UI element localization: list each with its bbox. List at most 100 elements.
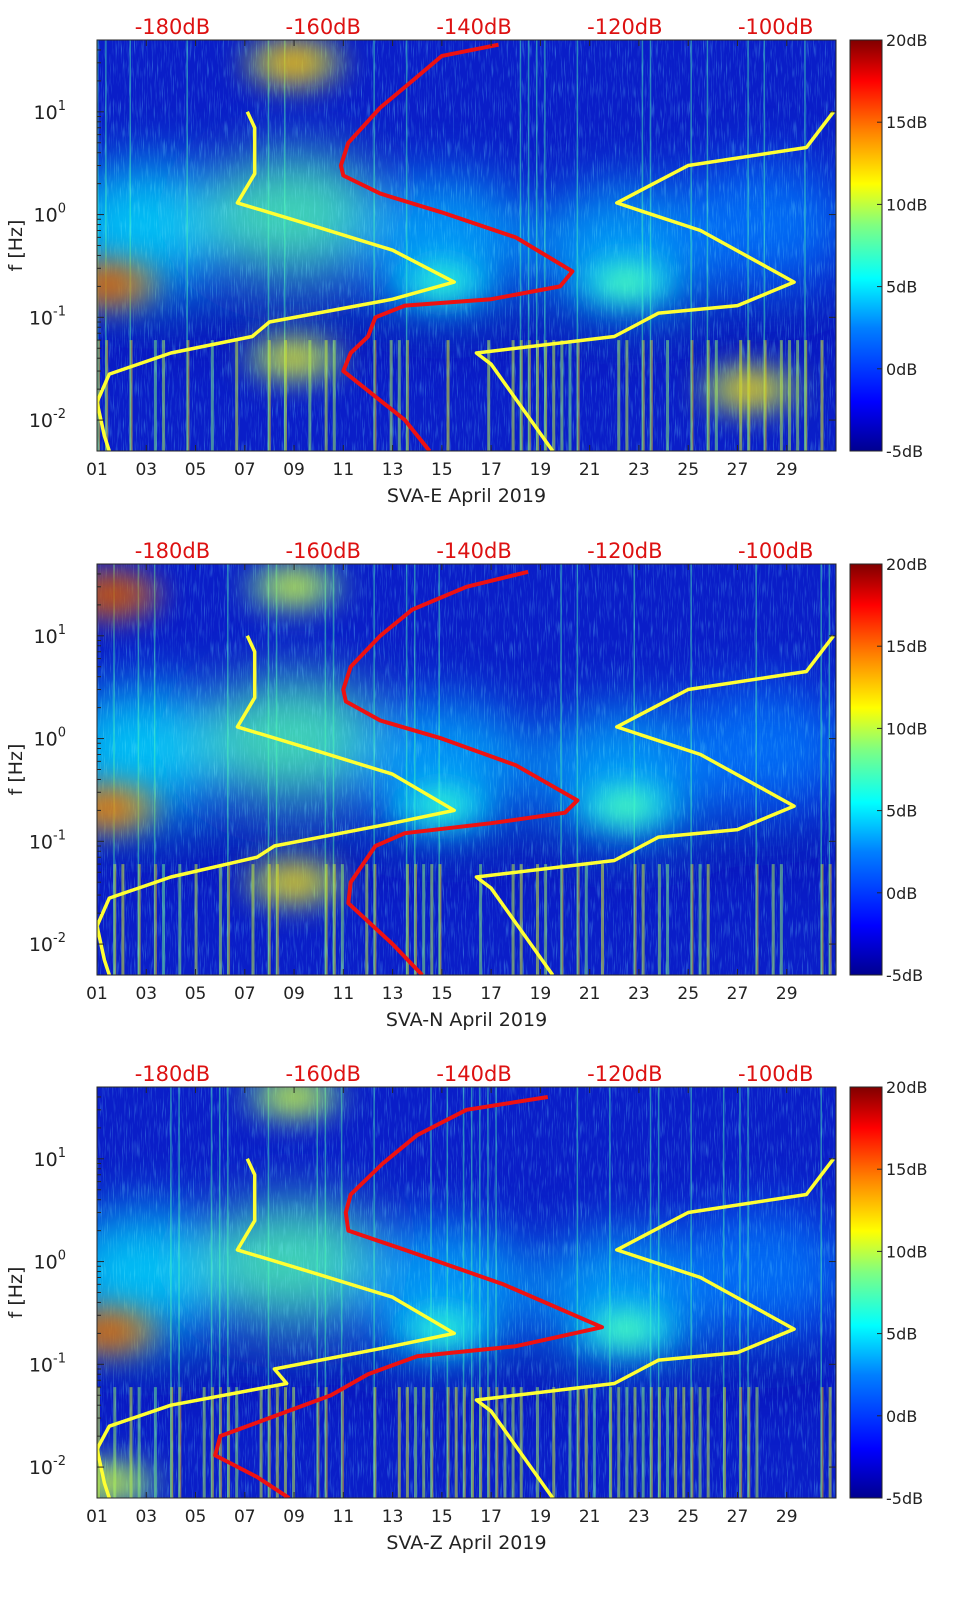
x-tick-label: 09 — [283, 1507, 305, 1527]
colorbar-gradient — [849, 1086, 883, 1499]
y-tick-label: 10-2 — [29, 1454, 66, 1479]
colorbar-tick-label: 10dB — [886, 719, 928, 738]
heatmap-hotspot-halo — [576, 780, 677, 833]
colorbar-tick-label: 0dB — [886, 1407, 917, 1426]
y-axis-label: f [Hz] — [5, 220, 27, 272]
y-tick-label: 101 — [34, 1146, 66, 1171]
x-tick-label: 05 — [185, 1507, 207, 1527]
x-tick-label: 01 — [86, 1507, 108, 1527]
y-tick-exponent: -2 — [53, 931, 66, 946]
x-tick-label: 07 — [234, 984, 256, 1004]
x-tick-label: 25 — [677, 1507, 699, 1527]
x-axis-label: SVA-N April 2019 — [386, 1009, 547, 1031]
top-axis-label: -160dB — [286, 1062, 361, 1086]
y-tick-exponent: -2 — [53, 1454, 66, 1469]
x-tick-label: 17 — [480, 984, 502, 1004]
heatmap-hotspot-halo — [391, 1303, 492, 1356]
y-tick-label: 10-1 — [29, 828, 66, 853]
x-tick-label: 27 — [727, 1507, 749, 1527]
y-tick-label: 100 — [34, 1249, 66, 1274]
top-axis-label: -180dB — [135, 1062, 210, 1086]
plot-area — [97, 40, 836, 451]
heatmap-hotspot-halo — [97, 258, 160, 311]
colorbar-tick-label: 10dB — [886, 195, 928, 214]
top-axis-label: -100dB — [738, 539, 813, 563]
y-tick-label: 101 — [34, 99, 66, 124]
x-tick-label: 07 — [234, 460, 256, 480]
heatmap-hotspot-halo — [97, 1456, 160, 1498]
y-tick-exponent: 0 — [58, 1249, 66, 1264]
x-tick-label: 05 — [185, 460, 207, 480]
x-tick-label: 05 — [185, 984, 207, 1004]
noise-model-curve-2 — [474, 1157, 835, 1498]
y-tick-exponent: -1 — [53, 304, 66, 319]
x-tick-label: 11 — [333, 1507, 355, 1527]
x-tick-label: 13 — [382, 460, 404, 480]
heatmap-hotspot-halo — [576, 256, 677, 309]
x-tick-label: 03 — [135, 984, 157, 1004]
x-axis-label: SVA-E April 2019 — [387, 485, 546, 507]
heatmap-hotspot-halo — [97, 782, 160, 835]
y-tick-exponent: -1 — [53, 828, 66, 843]
colorbar-tick-label: -5dB — [886, 966, 923, 985]
y-tick-base: 10 — [34, 205, 58, 227]
plot-area — [97, 564, 836, 975]
x-tick-label: 21 — [579, 460, 601, 480]
y-tick-exponent: -2 — [53, 407, 66, 422]
top-axis-label: -120dB — [587, 539, 662, 563]
heatmap-speckle — [97, 1087, 836, 1498]
x-tick-label: 11 — [333, 984, 355, 1004]
top-axis-label: -140dB — [436, 539, 511, 563]
colorbar-tick-label: 20dB — [886, 555, 928, 574]
colorbar-tick-label: -5dB — [886, 1489, 923, 1508]
x-tick-label: 03 — [135, 460, 157, 480]
y-tick-label: 10-1 — [29, 1351, 66, 1376]
heatmap-hotspot-halo — [244, 564, 345, 613]
colorbar: 20dB 15dB 10dB 5dB 0dB -5dB — [849, 31, 928, 461]
heatmap-hotspot-halo — [244, 1087, 345, 1123]
y-tick-base: 10 — [34, 102, 58, 124]
y-tick-label: 10-1 — [29, 304, 66, 329]
top-axis-label: -160dB — [286, 15, 361, 39]
colorbar: 20dB 15dB 10dB 5dB 0dB -5dB — [849, 555, 928, 985]
x-tick-label: 23 — [628, 460, 650, 480]
colorbar-tick-label: 5dB — [886, 802, 917, 821]
heatmap-hotspot-halo — [576, 1303, 677, 1356]
x-tick-label: 21 — [579, 984, 601, 1004]
colorbar-tick-label: 15dB — [886, 1160, 928, 1179]
colorbar-tick-label: 5dB — [886, 1325, 917, 1344]
colorbar-tick-label: 0dB — [886, 360, 917, 379]
top-axis-label: -100dB — [738, 1062, 813, 1086]
colorbar-tick-label: 20dB — [886, 1078, 928, 1097]
x-tick-label: 15 — [431, 1507, 453, 1527]
heatmap-hotspot-halo — [97, 568, 162, 621]
x-tick-label: 25 — [677, 460, 699, 480]
heatmap-hotspots — [97, 564, 677, 909]
noise-model-curve-2 — [474, 110, 835, 451]
noise-model-curve-2 — [474, 634, 835, 975]
y-tick-exponent: 1 — [58, 99, 66, 114]
x-tick-label: 15 — [431, 460, 453, 480]
plot-area — [97, 1087, 836, 1498]
y-tick-base: 10 — [29, 1457, 53, 1479]
psd-curve-3 — [338, 42, 575, 451]
colorbar-tick-label: 20dB — [886, 31, 928, 50]
y-tick-base: 10 — [34, 1252, 58, 1274]
x-tick-label: 19 — [530, 460, 552, 480]
y-tick-label: 100 — [34, 726, 66, 751]
x-axis-label: SVA-Z April 2019 — [386, 1532, 546, 1554]
top-axis-label: -180dB — [135, 539, 210, 563]
y-tick-exponent: -1 — [53, 1351, 66, 1366]
x-tick-label: 13 — [382, 984, 404, 1004]
x-tick-label: 27 — [727, 984, 749, 1004]
top-axis-label: -120dB — [587, 1062, 662, 1086]
y-tick-label: 101 — [34, 623, 66, 648]
x-tick-label: 29 — [776, 1507, 798, 1527]
y-tick-exponent: 1 — [58, 1146, 66, 1161]
top-axis-label: -120dB — [587, 15, 662, 39]
x-tick-label: 15 — [431, 984, 453, 1004]
x-tick-label: 01 — [86, 984, 108, 1004]
